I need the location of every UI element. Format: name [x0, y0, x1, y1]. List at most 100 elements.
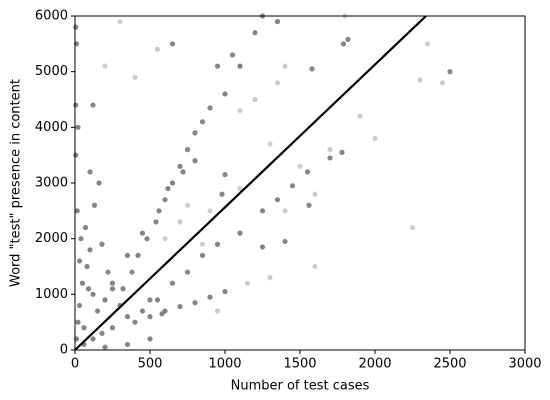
data-point	[73, 152, 79, 158]
data-point	[214, 63, 221, 69]
data-point	[297, 163, 303, 169]
data-point	[156, 208, 162, 214]
data-point	[282, 63, 288, 69]
data-point	[207, 294, 213, 300]
data-point	[306, 202, 312, 208]
data-point	[129, 269, 135, 275]
data-point	[117, 18, 123, 25]
data-point	[159, 311, 165, 317]
data-point	[147, 314, 153, 320]
data-point	[96, 180, 102, 186]
data-point	[282, 208, 288, 214]
data-point	[274, 18, 281, 25]
data-point	[345, 36, 351, 42]
data-point	[304, 169, 311, 175]
x-tick-label: 2000	[358, 357, 391, 372]
data-point	[99, 330, 105, 336]
data-point	[222, 288, 228, 295]
data-point	[169, 280, 176, 286]
data-point	[184, 202, 191, 208]
data-point	[90, 291, 96, 297]
data-point	[267, 275, 273, 281]
data-point	[372, 135, 378, 142]
data-point	[192, 300, 198, 306]
data-point	[274, 197, 281, 203]
data-point	[90, 102, 96, 108]
data-point	[74, 208, 80, 214]
data-point	[162, 197, 168, 203]
data-point	[75, 319, 81, 325]
data-point	[102, 63, 108, 69]
data-point	[222, 172, 228, 178]
data-point	[124, 252, 131, 258]
data-point	[219, 191, 225, 197]
data-point	[124, 341, 131, 348]
x-tick-label: 3000	[508, 357, 541, 372]
data-point	[109, 325, 116, 331]
x-tick-label: 1000	[208, 357, 241, 372]
data-point	[144, 236, 150, 242]
data-point	[312, 191, 318, 197]
data-point	[339, 149, 345, 155]
data-point	[73, 102, 79, 108]
x-tick-label: 1500	[283, 357, 316, 372]
y-tick-label: 5000	[35, 64, 68, 79]
data-point	[109, 280, 116, 286]
data-point	[87, 247, 93, 253]
data-point	[124, 314, 131, 320]
data-point	[237, 185, 243, 192]
x-tick-label: 2500	[433, 357, 466, 372]
data-point	[214, 241, 221, 247]
data-point	[312, 263, 318, 270]
data-point	[192, 158, 198, 164]
data-point	[82, 224, 89, 231]
data-point	[91, 202, 98, 208]
data-point	[192, 130, 198, 136]
data-point	[147, 297, 153, 303]
data-point	[252, 96, 258, 103]
data-point	[84, 263, 90, 270]
data-point	[447, 69, 453, 75]
y-tick-label: 6000	[35, 9, 68, 24]
data-point	[259, 208, 266, 214]
data-point	[424, 41, 431, 47]
data-point	[199, 252, 206, 258]
data-point	[184, 147, 191, 153]
data-point	[87, 169, 93, 175]
data-point	[199, 119, 206, 125]
data-point	[177, 163, 183, 169]
data-point	[184, 269, 191, 275]
data-point	[135, 252, 141, 258]
data-point	[177, 303, 183, 310]
data-point	[79, 280, 86, 286]
data-point	[177, 219, 183, 225]
data-point	[153, 219, 159, 225]
reference-line	[74, 15, 427, 351]
data-point	[289, 183, 296, 189]
data-point	[78, 236, 84, 242]
y-tick-label: 3000	[35, 176, 68, 191]
data-point	[357, 113, 363, 119]
data-point	[76, 258, 83, 264]
data-point	[75, 124, 81, 130]
data-point	[169, 41, 176, 47]
data-point	[244, 280, 251, 286]
data-point	[154, 46, 161, 53]
y-tick-label: 1000	[35, 287, 68, 302]
data-point	[162, 236, 168, 242]
data-point	[102, 344, 108, 350]
data-point	[73, 24, 79, 30]
data-point	[132, 319, 138, 325]
data-point	[259, 244, 266, 250]
x-tick-label: 500	[138, 357, 163, 372]
data-point	[417, 77, 423, 83]
data-point	[309, 66, 315, 72]
data-point	[147, 336, 153, 342]
data-point	[132, 74, 138, 80]
data-point	[90, 336, 96, 342]
data-point	[207, 105, 213, 111]
data-point	[139, 308, 146, 314]
data-point	[274, 80, 281, 86]
data-point	[229, 52, 236, 58]
